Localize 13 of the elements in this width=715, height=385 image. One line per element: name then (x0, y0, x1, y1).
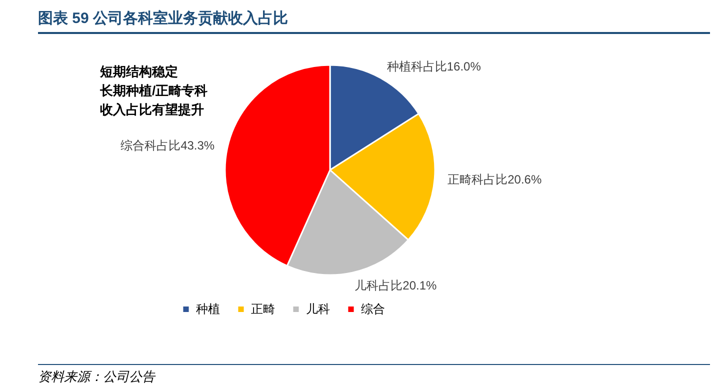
legend-label: 种植 (196, 302, 220, 316)
text: 长期种植/正畸专科 (100, 82, 208, 100)
chart-title: 图表 59 公司各科室业务贡献收入占比 (38, 6, 710, 34)
legend-label: 综合 (361, 302, 385, 316)
data-label: 综合科占比43.3% (120, 138, 215, 152)
text: 资料来源：公司公告 (38, 364, 710, 385)
legend-label: 儿科 (306, 302, 330, 316)
text: 短期结构稳定 (100, 63, 179, 81)
data-label: 正畸科占比20.6% (448, 172, 542, 187)
text: 收入占比有望提升 (100, 101, 205, 119)
data-label: 种植科占比16.0% (386, 60, 482, 74)
data-label: 儿科占比20.1% (354, 278, 438, 292)
legend-label: 正畸 (251, 302, 275, 316)
